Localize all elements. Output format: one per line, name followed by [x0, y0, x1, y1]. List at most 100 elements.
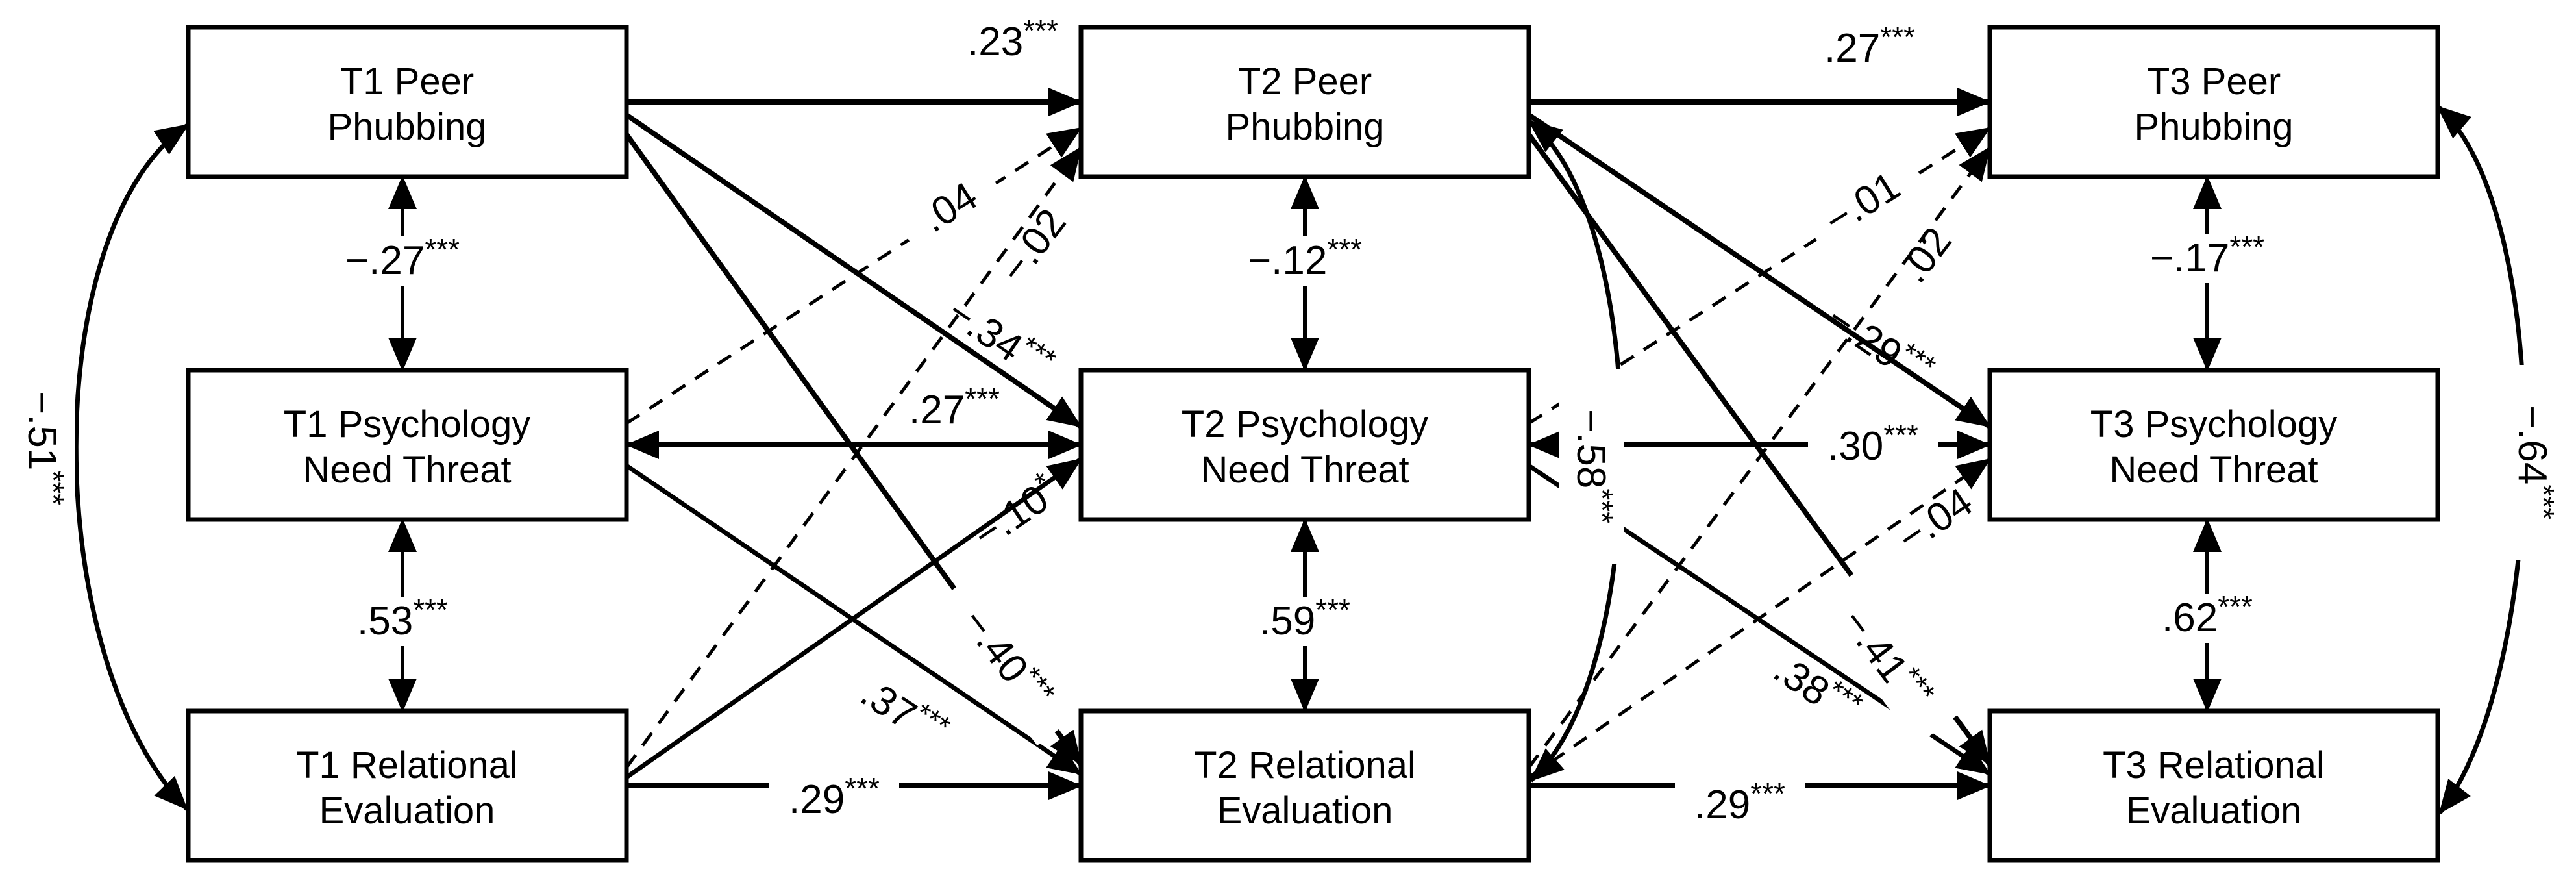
coef-cov-t2-pnt-re: .59*** — [1240, 593, 1370, 646]
svg-text:−.12***: −.12*** — [1248, 232, 1362, 283]
box-border — [186, 368, 629, 522]
box-t1-relational-eval: T1 Relational Evaluation — [186, 708, 629, 863]
coef-pp2-pnt3: −.29*** — [1819, 291, 1942, 397]
label-background — [2142, 594, 2272, 643]
label-background — [338, 597, 467, 646]
path-re2-pnt3 — [1528, 457, 1991, 779]
coef-cov-curve-t3: −.64*** — [2501, 365, 2566, 560]
coef-pp1-re2: −.40*** — [932, 572, 1081, 746]
coef-pp2-re3: −.41*** — [1811, 572, 1961, 746]
svg-text:.29***: .29*** — [789, 771, 880, 822]
label-background — [1224, 236, 1386, 286]
box-border — [1987, 708, 2440, 863]
svg-text:−.64***: −.64*** — [2510, 405, 2560, 520]
svg-text:.53***: .53*** — [357, 593, 448, 644]
label-background — [1798, 149, 1926, 256]
box-border — [1078, 708, 1531, 863]
svg-text:−.02: −.02 — [991, 201, 1075, 291]
coef-cov-t3-pnt-re: .62*** — [2142, 590, 2272, 643]
path-re1-pnt2 — [625, 457, 1083, 779]
coef-re2-pp3: .02 — [1891, 219, 1961, 291]
label-background — [2501, 365, 2566, 560]
svg-text:.62***: .62*** — [2162, 590, 2253, 640]
label-background — [1675, 781, 1805, 830]
label-background — [932, 572, 1081, 746]
box-border — [1987, 25, 2440, 179]
svg-text:−.17***: −.17*** — [2150, 230, 2264, 281]
box-label-line2: Phubbing — [2134, 106, 2293, 148]
box-t2-relational-eval: T2 Relational Evaluation — [1078, 708, 1531, 863]
box-t3-psych-need-threat: T3 Psychology Need Threat — [1987, 368, 2440, 522]
coef-re2-pnt3: −.04 — [1890, 479, 1981, 561]
box-t3-relational-eval: T3 Relational Evaluation — [1987, 708, 2440, 863]
box-label-line2: Need Threat — [1200, 449, 1409, 491]
coef-cov-curve-t1: −.51*** — [10, 351, 75, 545]
box-t2-psych-need-threat: T2 Psychology Need Threat — [1078, 368, 1531, 522]
box-label-line2: Evaluation — [319, 790, 495, 832]
coef-cov-curve-t2: −.58*** — [1559, 369, 1624, 564]
box-label-line1: T2 Peer — [1238, 60, 1372, 103]
box-border — [1078, 25, 1531, 179]
label-background — [1559, 369, 1624, 564]
label-background — [891, 157, 1008, 257]
path-re1-pp2 — [625, 146, 1083, 769]
path-pp2-pnt3 — [1527, 112, 1992, 429]
coef-re-t1-t2: .29*** — [769, 771, 899, 825]
box-border — [186, 25, 629, 179]
box-label-line2: Phubbing — [327, 106, 486, 148]
coef-cov-t1-pnt-re: .53*** — [338, 593, 467, 646]
box-t1-psych-need-threat: T1 Psychology Need Threat — [186, 368, 629, 522]
path-pp1-pnt2 — [625, 112, 1083, 429]
path-re2-pp3 — [1527, 146, 1992, 769]
box-label-line1: T1 Psychology — [284, 403, 530, 445]
label-background — [769, 775, 899, 825]
box-label-line1: T3 Peer — [2147, 60, 2281, 103]
svg-text:.59***: .59*** — [1259, 593, 1350, 644]
coef-pnt-t2-t3: .30*** — [1808, 418, 1938, 471]
cov-curve-t1-pp-re — [73, 123, 190, 811]
svg-text:.29***: .29*** — [1694, 777, 1785, 827]
svg-text:.02: .02 — [1891, 219, 1961, 291]
box-label-line1: T3 Relational — [2103, 744, 2325, 786]
box-label-line2: Phubbing — [1225, 106, 1384, 148]
coef-cov-t1-pp-pnt: −.27*** — [321, 232, 484, 286]
box-t3-peer-phubbing: T3 Peer Phubbing — [1987, 25, 2440, 179]
svg-text:−.27***: −.27*** — [345, 232, 460, 283]
box-t1-peer-phubbing: T1 Peer Phubbing — [186, 25, 629, 179]
coef-re-t2-t3: .29*** — [1675, 777, 1805, 830]
coef-cov-t2-pp-pnt: −.12*** — [1224, 232, 1386, 286]
svg-text:.30***: .30*** — [1827, 418, 1918, 469]
coef-pnt2-pp3: −.01 — [1798, 149, 1926, 256]
path-pnt1-pp2 — [625, 126, 1082, 425]
label-background — [2126, 234, 2288, 283]
box-label-line2: Need Threat — [2109, 449, 2318, 491]
box-label-line2: Need Threat — [303, 449, 511, 491]
box-border — [1078, 368, 1531, 522]
svg-text:−.04: −.04 — [1890, 479, 1981, 561]
box-label-line1: T1 Relational — [296, 744, 518, 786]
label-background — [1808, 422, 1938, 471]
box-label-line2: Evaluation — [2126, 790, 2302, 832]
coef-pnt-t1-t2: .27*** — [909, 382, 1000, 432]
coef-cov-t3-pp-pnt: −.17*** — [2126, 230, 2288, 283]
box-label-line1: T3 Psychology — [2090, 403, 2337, 445]
coef-pp-t1-t2: .23*** — [967, 14, 1058, 64]
box-label-line1: T2 Relational — [1194, 744, 1416, 786]
box-border — [186, 708, 629, 863]
coef-pp-t2-t3: .27*** — [1824, 20, 1915, 71]
svg-text:−.58***: −.58*** — [1568, 409, 1619, 523]
label-background — [1811, 572, 1961, 746]
box-label-line1: T1 Peer — [340, 60, 474, 103]
coef-re1-pp2: −.02 — [991, 201, 1075, 291]
box-border — [1987, 368, 2440, 522]
svg-text:−.29***: −.29*** — [1819, 291, 1942, 397]
svg-text:−.51***: −.51*** — [19, 391, 70, 505]
label-background — [10, 351, 75, 545]
box-label-line2: Evaluation — [1217, 790, 1393, 832]
label-background — [321, 236, 484, 286]
box-label-line1: T2 Psychology — [1182, 403, 1428, 445]
label-background — [1240, 597, 1370, 646]
box-t2-peer-phubbing: T2 Peer Phubbing — [1078, 25, 1531, 179]
